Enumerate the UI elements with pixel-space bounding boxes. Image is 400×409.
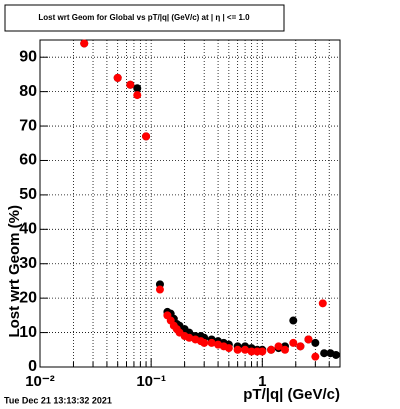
y-tick-label: 60 [19, 152, 37, 169]
footer-date: Tue Dec 21 13:13:32 2021 [4, 395, 112, 405]
data-point [296, 342, 305, 351]
data-point [207, 338, 216, 347]
y-tick-label: 90 [19, 48, 37, 65]
data-point [267, 345, 276, 354]
data-point [289, 338, 298, 347]
data-point [274, 342, 283, 351]
data-point [304, 335, 313, 344]
data-point [289, 316, 298, 325]
data-point [233, 345, 242, 354]
y-tick-label: 10 [19, 324, 37, 341]
data-point [113, 73, 122, 82]
title-box [4, 4, 285, 32]
data-point [280, 345, 289, 354]
x-tick-label: 10⁻¹ [136, 373, 166, 390]
chart-title: Lost wrt Geom for Global vs pT/|q| (GeV/… [38, 13, 250, 22]
y-tick-label: 40 [19, 221, 37, 238]
data-point [241, 345, 250, 354]
data-point [155, 285, 164, 294]
plot-frame [39, 39, 341, 368]
y-tick-label: 0 [28, 358, 37, 375]
data-point [200, 338, 209, 347]
y-tick-label: 50 [19, 186, 37, 203]
data-point [185, 333, 194, 342]
data-point [320, 349, 329, 358]
data-point [142, 132, 151, 141]
data-point [247, 347, 256, 356]
data-point [224, 344, 233, 353]
data-point [80, 39, 89, 48]
y-axis-label: Lost wrt Geom (%) [6, 205, 23, 338]
data-point [126, 80, 135, 89]
x-tick-label: 1 [258, 373, 266, 390]
y-tick-label: 30 [19, 255, 37, 272]
x-axis-label: pT/|q| (GeV/c) [243, 386, 340, 403]
x-tick-label: 10⁻² [25, 373, 55, 390]
y-tick-label: 80 [19, 83, 37, 100]
data-point [133, 91, 142, 100]
data-point [318, 299, 327, 308]
data-point [311, 338, 320, 347]
data-point [133, 84, 142, 93]
y-tick-label: 70 [19, 117, 37, 134]
data-point [258, 347, 267, 356]
y-tick-label: 20 [19, 289, 37, 306]
data-point [331, 350, 340, 359]
data-point [311, 352, 320, 361]
